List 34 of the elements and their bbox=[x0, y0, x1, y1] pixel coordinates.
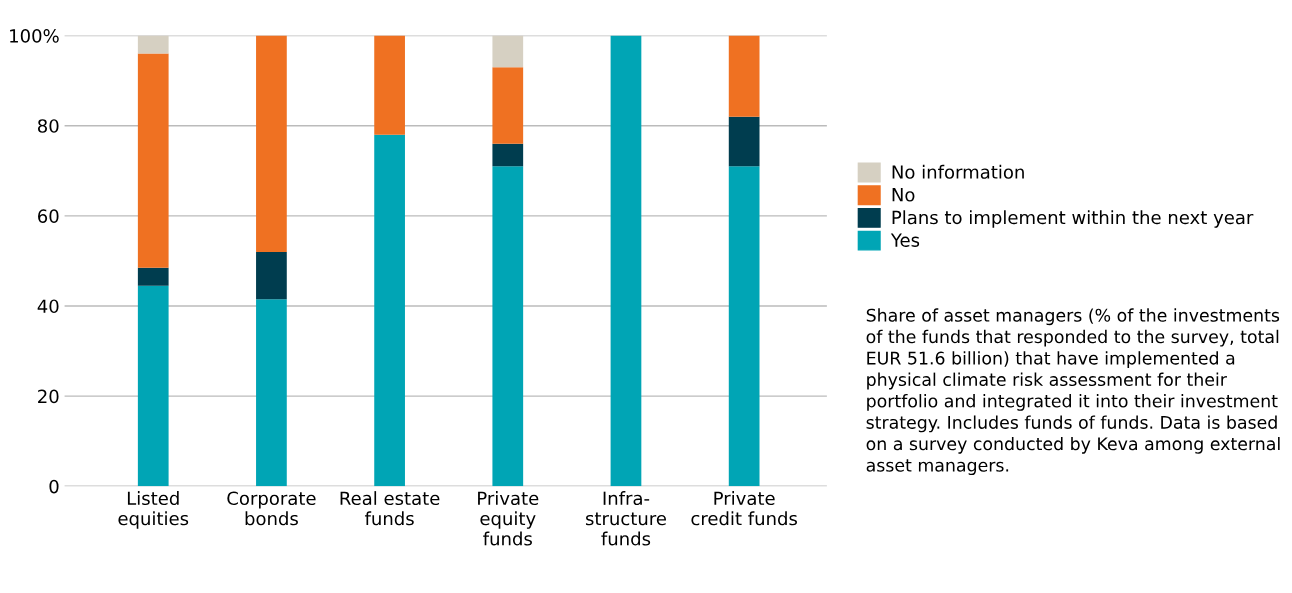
y-tick-label: 80 bbox=[37, 119, 59, 133]
bar bbox=[137, 53, 169, 268]
bar bbox=[256, 251, 287, 300]
y-tick-label: 20 bbox=[38, 389, 59, 404]
y-tick-label: 100% bbox=[10, 29, 59, 43]
bar bbox=[492, 143, 524, 167]
bar bbox=[728, 116, 760, 167]
x-tick-label: Listed equities bbox=[118, 491, 189, 529]
bar bbox=[137, 285, 169, 487]
bar bbox=[610, 35, 642, 487]
bar bbox=[492, 35, 524, 68]
bar bbox=[492, 67, 524, 144]
bar bbox=[256, 299, 287, 487]
legend-label: No bbox=[892, 188, 915, 202]
x-tick-label: Infra- structure funds bbox=[585, 491, 666, 546]
x-tick-label: Private credit funds bbox=[691, 491, 797, 526]
bar bbox=[728, 166, 760, 487]
bar bbox=[374, 134, 405, 487]
y-tick-label: 60 bbox=[38, 209, 59, 223]
x-tick-label: Real estate funds bbox=[340, 491, 440, 526]
bar bbox=[728, 35, 760, 117]
bar bbox=[137, 35, 169, 54]
bar bbox=[256, 35, 287, 252]
bar bbox=[492, 166, 524, 487]
legend-label: Plans to implement within the next year bbox=[892, 210, 1254, 228]
x-tick-label: Private equity funds bbox=[478, 491, 539, 546]
y-tick-label: 40 bbox=[37, 299, 59, 314]
legend-label: No information bbox=[892, 164, 1024, 179]
text: Share of asset managers (% of the investments of the funds that responded to the survey, total EUR 51.6 billion) that have implemented a physical climate risk assessment for their portfolio and integrated it into their investment strategy. Includes funds of funds. Data is based on a survey conducted by Keva among external asset managers. bbox=[866, 308, 1280, 476]
legend-label: Yes bbox=[890, 233, 920, 247]
bar bbox=[137, 267, 169, 286]
x-tick-label: Corporate bonds bbox=[227, 491, 316, 526]
y-tick-label: 0 bbox=[49, 479, 59, 494]
bar bbox=[374, 35, 405, 135]
